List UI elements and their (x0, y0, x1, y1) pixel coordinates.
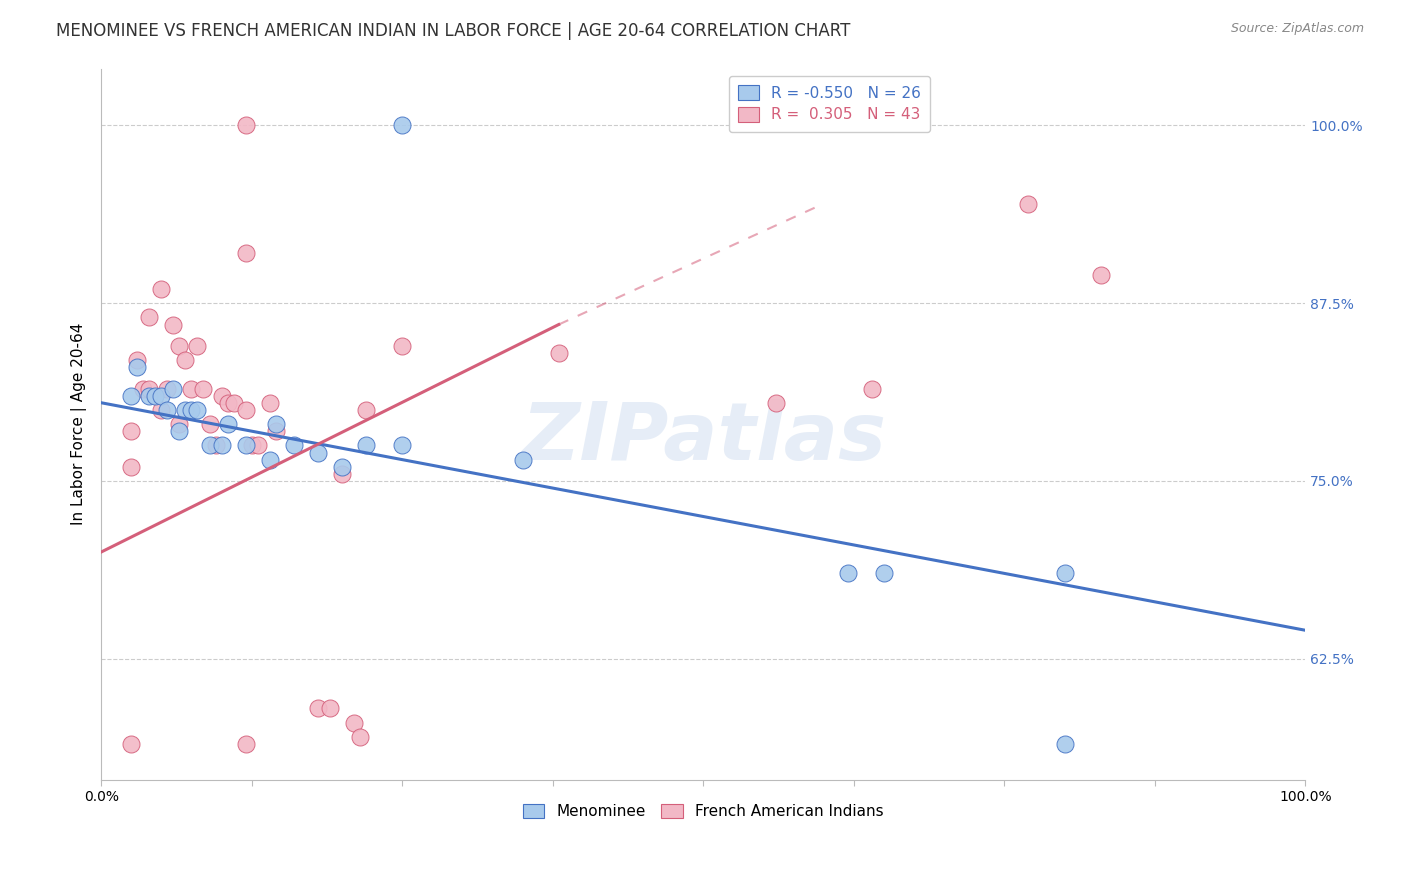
Text: MENOMINEE VS FRENCH AMERICAN INDIAN IN LABOR FORCE | AGE 20-64 CORRELATION CHART: MENOMINEE VS FRENCH AMERICAN INDIAN IN L… (56, 22, 851, 40)
Point (180, 382, 202, 396)
Point (156, 382, 179, 396)
Point (169, 424, 191, 438)
Point (127, 360, 149, 375)
Point (512, 452, 534, 467)
Point (211, 438, 233, 452)
Point (860, 382, 883, 396)
Point (319, 701, 342, 715)
Point (343, 715, 366, 730)
Point (307, 701, 329, 715)
Point (174, 402, 197, 417)
Point (259, 395, 281, 409)
Point (873, 566, 896, 581)
Point (235, 737, 257, 751)
Point (120, 389, 142, 403)
Point (547, 346, 569, 360)
Point (120, 737, 142, 751)
Point (1053, 566, 1076, 581)
Point (1017, 196, 1039, 211)
Point (330, 459, 353, 474)
Point (120, 459, 142, 474)
Point (1090, 268, 1112, 282)
Point (264, 424, 287, 438)
Point (127, 353, 149, 368)
Point (180, 402, 202, 417)
Text: Source: ZipAtlas.com: Source: ZipAtlas.com (1230, 22, 1364, 36)
Point (211, 389, 233, 403)
Point (162, 318, 184, 332)
Point (222, 395, 245, 409)
Point (240, 438, 263, 452)
Point (235, 246, 257, 260)
Legend: Menominee, French American Indians: Menominee, French American Indians (517, 797, 890, 825)
Point (217, 395, 239, 409)
Point (169, 339, 191, 353)
Point (162, 382, 184, 396)
Point (150, 402, 173, 417)
Point (354, 438, 377, 452)
Point (138, 389, 160, 403)
Point (186, 402, 208, 417)
Point (391, 119, 413, 133)
Point (259, 452, 281, 467)
Point (1053, 737, 1076, 751)
Point (174, 353, 197, 368)
Point (217, 417, 239, 431)
Point (765, 395, 787, 409)
Point (138, 382, 160, 396)
Point (198, 417, 221, 431)
Point (169, 417, 191, 431)
Point (330, 467, 353, 481)
Point (264, 417, 287, 431)
Point (283, 438, 305, 452)
Point (198, 438, 221, 452)
Point (156, 402, 179, 417)
Point (307, 445, 329, 459)
Point (132, 382, 155, 396)
Point (391, 339, 413, 353)
Text: ZIPatlas: ZIPatlas (520, 400, 886, 477)
Point (246, 438, 269, 452)
Point (235, 402, 257, 417)
Point (186, 339, 208, 353)
Point (235, 438, 257, 452)
Y-axis label: In Labor Force | Age 20-64: In Labor Force | Age 20-64 (72, 323, 87, 525)
Point (150, 389, 173, 403)
Point (349, 730, 371, 744)
Point (120, 424, 142, 438)
Point (204, 438, 226, 452)
Point (138, 310, 160, 325)
Point (837, 566, 859, 581)
Point (391, 438, 413, 452)
Point (235, 119, 257, 133)
Point (143, 389, 166, 403)
Point (354, 402, 377, 417)
Point (150, 282, 173, 296)
Point (193, 382, 215, 396)
